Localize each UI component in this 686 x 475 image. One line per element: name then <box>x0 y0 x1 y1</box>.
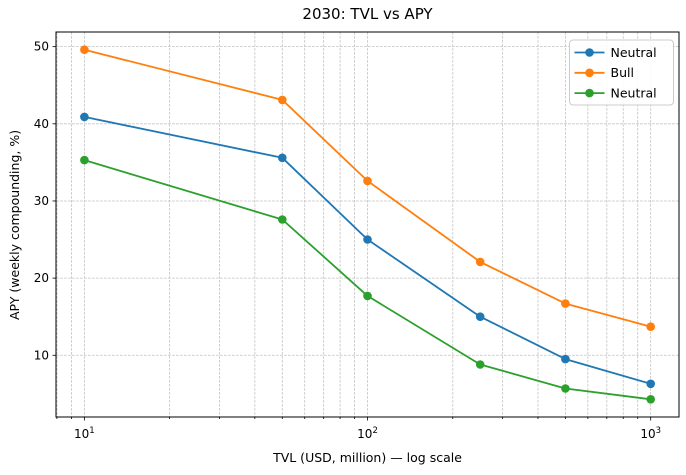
data-point <box>561 384 570 393</box>
data-point <box>475 257 485 267</box>
legend-box <box>569 39 674 106</box>
series-line <box>83 48 652 328</box>
data-point <box>80 155 89 165</box>
data-point <box>363 176 372 186</box>
x-tick-label: 103 <box>640 426 661 441</box>
x-axis-label: TVL (USD, million) — log scale <box>273 450 462 465</box>
data-point <box>475 312 485 322</box>
data-point <box>278 215 287 224</box>
legend-marker <box>585 68 594 78</box>
y-tick-label: 10 <box>34 348 49 362</box>
grid <box>56 32 679 417</box>
data-point <box>363 235 372 244</box>
legend-marker <box>585 48 594 57</box>
tick-labels: 10 20 30 40 50 101 102 103 <box>34 40 661 441</box>
y-tick-label: 50 <box>34 40 49 54</box>
data-point <box>80 112 89 122</box>
data-point <box>363 291 372 301</box>
data-point <box>646 395 655 404</box>
data-point <box>561 354 570 364</box>
data-point <box>646 379 655 389</box>
series-neutral-2 <box>80 155 655 404</box>
data-point <box>278 153 287 163</box>
x-tick-label: 102 <box>357 426 378 441</box>
legend: Neutral Bull Neutral <box>569 39 674 106</box>
y-tick-label: 30 <box>34 194 49 208</box>
data-point <box>646 322 655 332</box>
x-tick-label: 101 <box>74 426 95 441</box>
ticks <box>52 46 652 421</box>
y-tick-label: 40 <box>34 117 49 131</box>
data-point <box>80 45 89 54</box>
data-point <box>475 360 485 369</box>
data-point <box>278 95 287 105</box>
series-line <box>83 159 652 401</box>
y-tick-label: 20 <box>34 271 49 285</box>
legend-item: Bull <box>574 65 634 80</box>
data-point <box>561 299 570 308</box>
series-bull-1 <box>80 45 655 332</box>
legend-label: Neutral <box>611 85 657 100</box>
legend-label: Bull <box>611 65 634 80</box>
legend-marker <box>585 88 594 98</box>
series-neutral-0 <box>80 112 655 389</box>
legend-item: Neutral <box>574 45 657 60</box>
legend-item: Neutral <box>574 85 657 100</box>
legend-label: Neutral <box>611 45 657 60</box>
series-line <box>83 116 652 385</box>
chart-title: 2030: TVL vs APY <box>302 5 433 23</box>
